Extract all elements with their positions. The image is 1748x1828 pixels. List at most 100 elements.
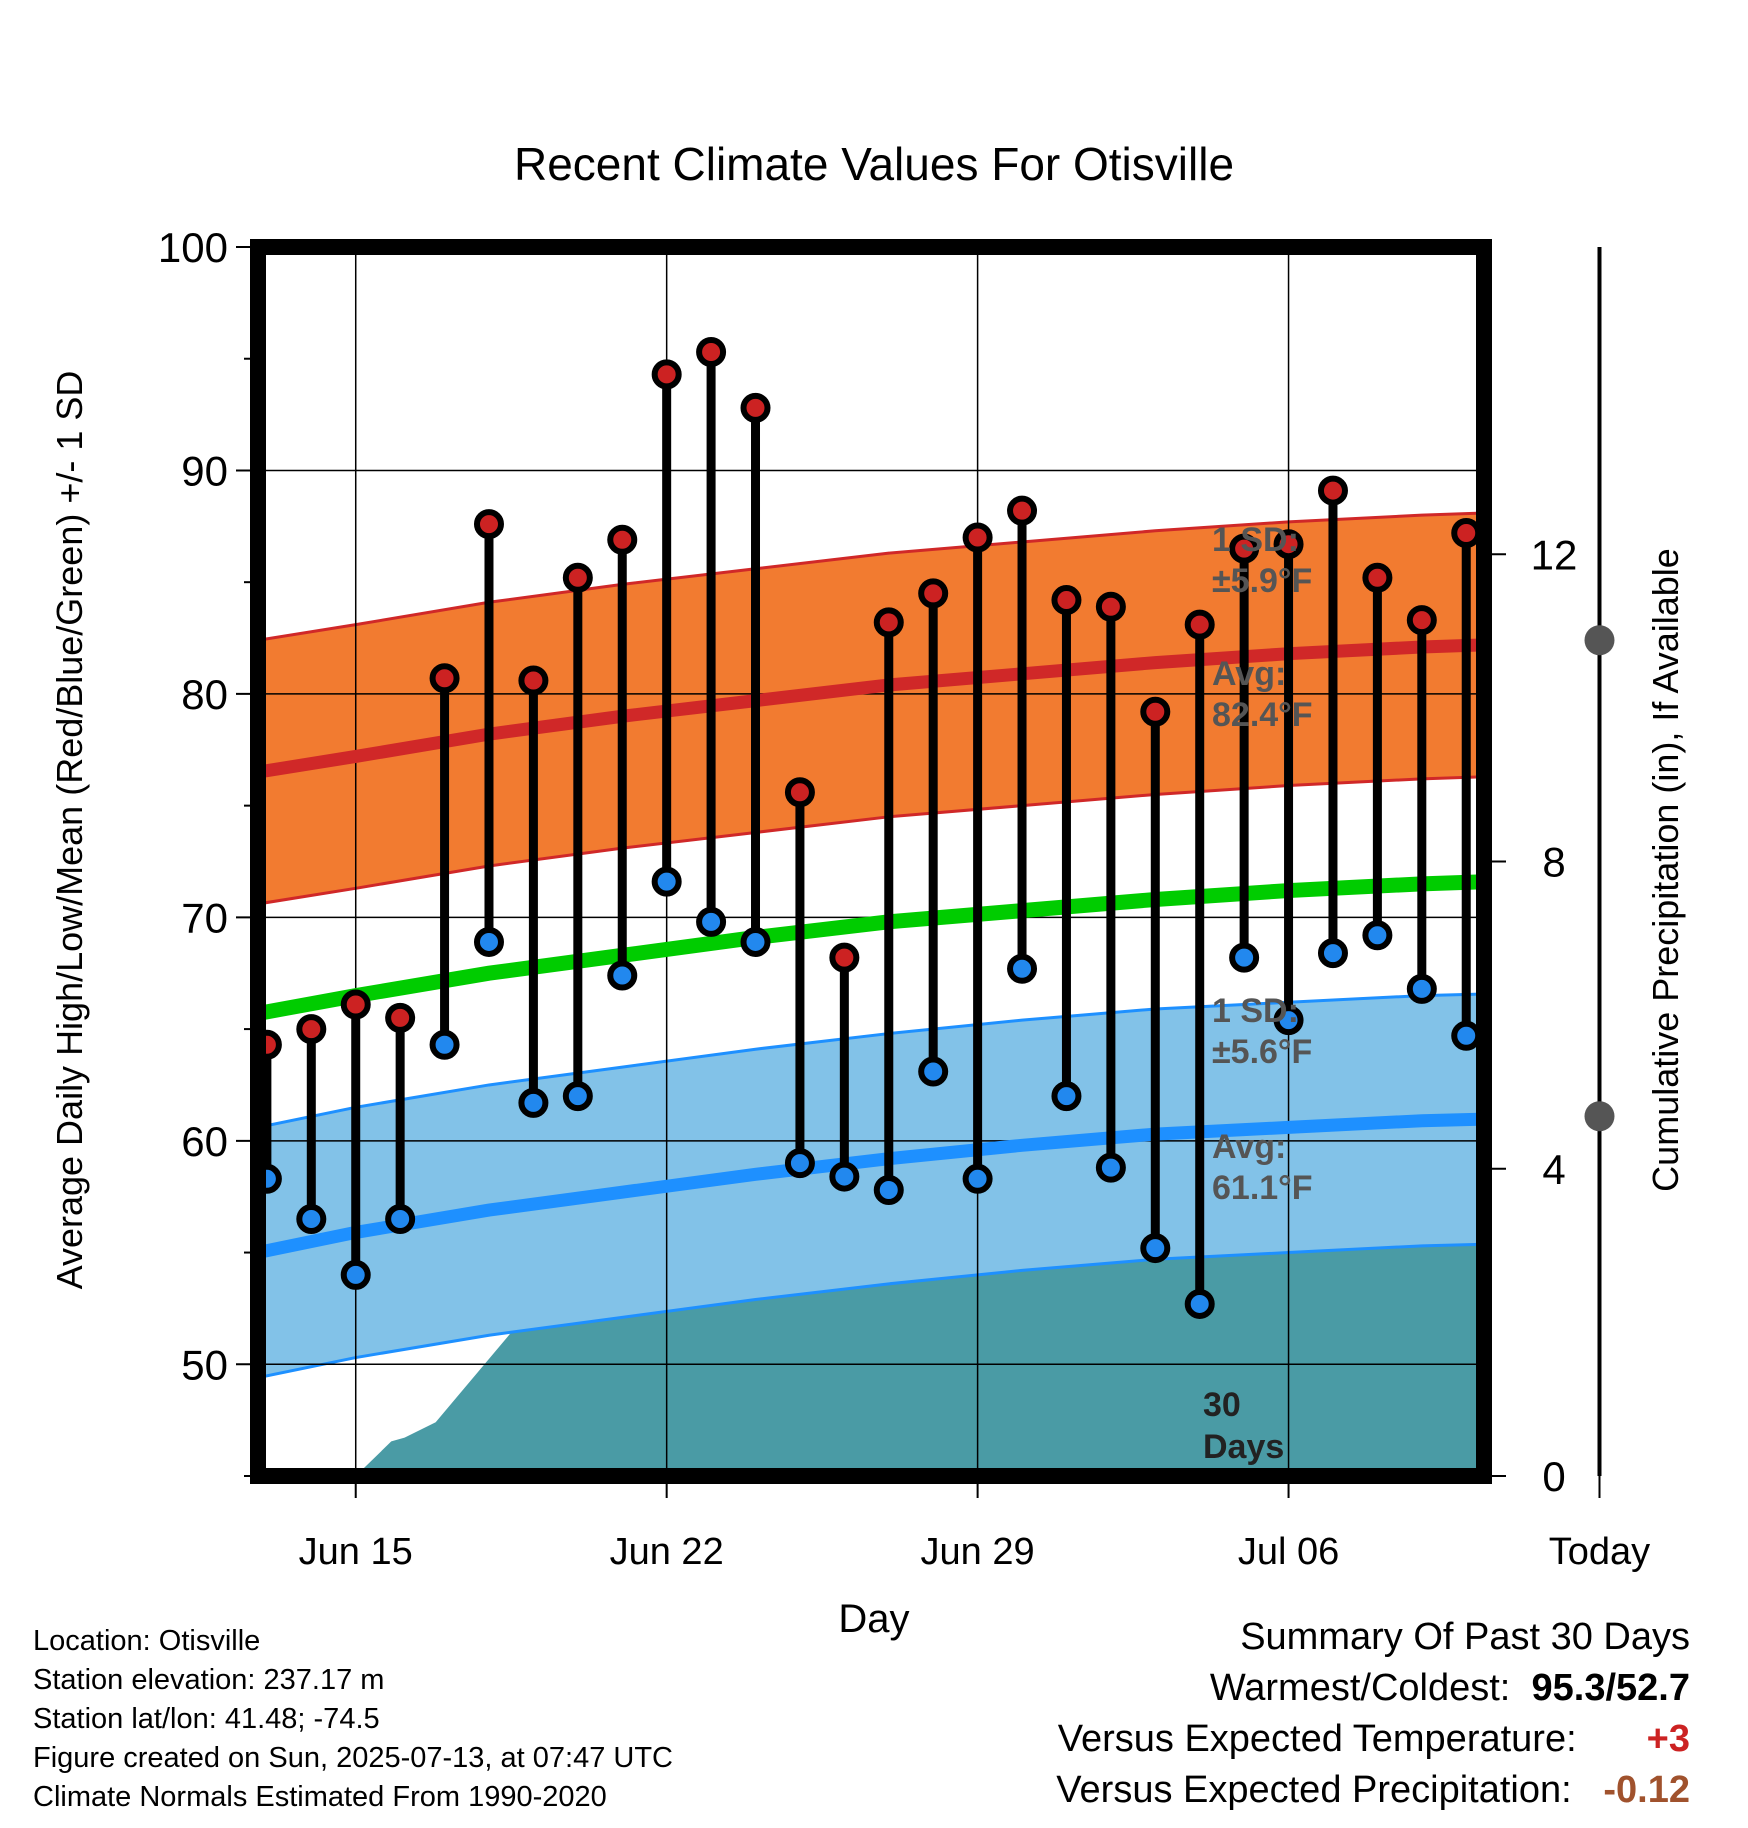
high-normal-line: [258, 638, 1484, 779]
low-point: [607, 960, 638, 991]
low-point: [962, 1163, 993, 1194]
high-point: [1406, 605, 1437, 636]
x-tick-label: Jun 29: [921, 1531, 1035, 1573]
high-point: [429, 663, 460, 694]
high-point: [562, 562, 593, 593]
y-tick-label: 90: [181, 447, 228, 494]
coldest-value: 52.7: [1616, 1667, 1690, 1709]
high-point: [607, 524, 638, 555]
temp-label: Versus Expected Temperature:: [1057, 1718, 1577, 1760]
high-point: [696, 337, 727, 368]
summary-title: Summary Of Past 30 Days: [1240, 1616, 1690, 1658]
low-point: [696, 906, 727, 937]
low-sd-band-lower-edge: [258, 1242, 1484, 1380]
today-low-avg-marker: [1584, 1101, 1615, 1132]
y-tick-label: 60: [181, 1118, 228, 1165]
low-point: [562, 1081, 593, 1112]
days-word: Days: [1203, 1428, 1284, 1466]
precip-value: -0.12: [1603, 1769, 1690, 1811]
observations-layer: [251, 337, 1482, 1319]
high-point: [1051, 585, 1082, 616]
chart-title: Recent Climate Values For Otisville: [514, 138, 1234, 190]
high-point: [1184, 609, 1215, 640]
low-point: [740, 926, 771, 957]
high-sd-value: ±5.9°F: [1212, 562, 1312, 600]
high-point: [1095, 591, 1126, 622]
high-point: [340, 989, 371, 1020]
y-tick-label: 70: [181, 894, 228, 941]
today-high-avg-marker: [1584, 625, 1615, 656]
high-point: [651, 359, 682, 390]
high-point: [473, 509, 504, 540]
y-axis-title: Average Daily High/Low/Mean (Red/Blue/Gr…: [49, 371, 90, 1290]
high-sd-band-lower-edge: [258, 775, 1484, 906]
low-point: [1406, 973, 1437, 1004]
created-text: Figure created on Sun, 2025-07-13, at 07…: [33, 1742, 673, 1774]
y2-tick-label: 4: [1542, 1146, 1565, 1193]
y-tick-label: 80: [181, 671, 228, 718]
summary-panel: Summary Of Past 30 Days Warmest/Coldest:…: [1056, 1612, 1690, 1816]
low-point: [1317, 938, 1348, 969]
high-point: [784, 777, 815, 808]
x-tick-label: Jun 15: [299, 1531, 413, 1573]
axes-layer: 50 60 70 80 90 100 0 4 8 12 Jun 15 Jun 22 Jun 29 Jul …: [158, 224, 1650, 1573]
low-point: [829, 1161, 860, 1192]
warmest-coldest-slash: /: [1605, 1667, 1617, 1709]
warmest-label: Warmest/Coldest:: [1209, 1667, 1511, 1709]
high-sd-label: 1 SD:: [1212, 521, 1299, 559]
x-tick-label: Today: [1549, 1531, 1650, 1573]
low-point: [918, 1056, 949, 1087]
normal-lines-layer: [258, 638, 1484, 1259]
high-point: [1317, 475, 1348, 506]
high-point: [385, 1002, 416, 1033]
latlon-text: Station lat/lon: 41.48; -74.5: [33, 1703, 380, 1735]
low-point: [873, 1174, 904, 1205]
low-point: [1273, 1005, 1304, 1036]
high-point: [1362, 562, 1393, 593]
annotations: 1 SD: ±5.9°F Avg: 82.4°F 1 SD: ±5.6°F Av…: [1203, 521, 1313, 1466]
low-point: [651, 866, 682, 897]
y2-tick-label: 8: [1542, 839, 1565, 886]
days-number: 30: [1203, 1386, 1241, 1424]
y-tick-label: 50: [181, 1341, 228, 1388]
high-avg-label: Avg:: [1212, 655, 1286, 693]
warmest-value: 95.3: [1531, 1667, 1606, 1709]
low-point: [518, 1087, 549, 1118]
y2-tick-label: 0: [1542, 1453, 1565, 1500]
normals-text: Climate Normals Estimated From 1990-2020: [33, 1781, 607, 1813]
high-point: [829, 942, 860, 973]
station-metadata: Location: Otisville Station elevation: 2…: [33, 1622, 673, 1817]
high-point: [1273, 529, 1304, 560]
high-point: [1451, 518, 1482, 549]
high-point: [1007, 495, 1038, 526]
low-point: [784, 1148, 815, 1179]
high-sd-band-upper-edge: [258, 511, 1484, 642]
temp-value: +3: [1646, 1718, 1690, 1760]
low-sd-band-upper-edge: [258, 992, 1484, 1129]
x-axis-title: Day: [838, 1597, 909, 1641]
low-point: [1451, 1020, 1482, 1051]
location-text: Location: Otisville: [33, 1625, 261, 1657]
low-point: [1095, 1152, 1126, 1183]
high-point: [918, 578, 949, 609]
low-point: [296, 1204, 327, 1235]
low-point: [473, 926, 504, 957]
low-point: [1184, 1288, 1215, 1319]
mean-normal-line: [258, 874, 1484, 1021]
today-marker-layer: [1584, 247, 1615, 1476]
y2-axis-title: Cumulative Precipitation (in), If Availa…: [1645, 548, 1686, 1192]
low-point: [385, 1204, 416, 1235]
high-point: [1229, 533, 1260, 564]
high-point: [740, 392, 771, 423]
x-tick-label: Jun 22: [610, 1531, 724, 1573]
summary-warmest-row: Warmest/Coldest: 95.3/52.7: [1056, 1663, 1690, 1714]
low-sd-value: ±5.6°F: [1212, 1033, 1312, 1071]
high-sd-band: [258, 513, 1484, 904]
y2-tick-label: 12: [1531, 531, 1578, 578]
low-point: [429, 1029, 460, 1060]
high-point: [1140, 696, 1171, 727]
summary-precip-row: Versus Expected Precipitation: -0.12: [1056, 1765, 1690, 1816]
low-sd-label: 1 SD:: [1212, 992, 1299, 1030]
low-normal-line: [258, 1112, 1484, 1259]
